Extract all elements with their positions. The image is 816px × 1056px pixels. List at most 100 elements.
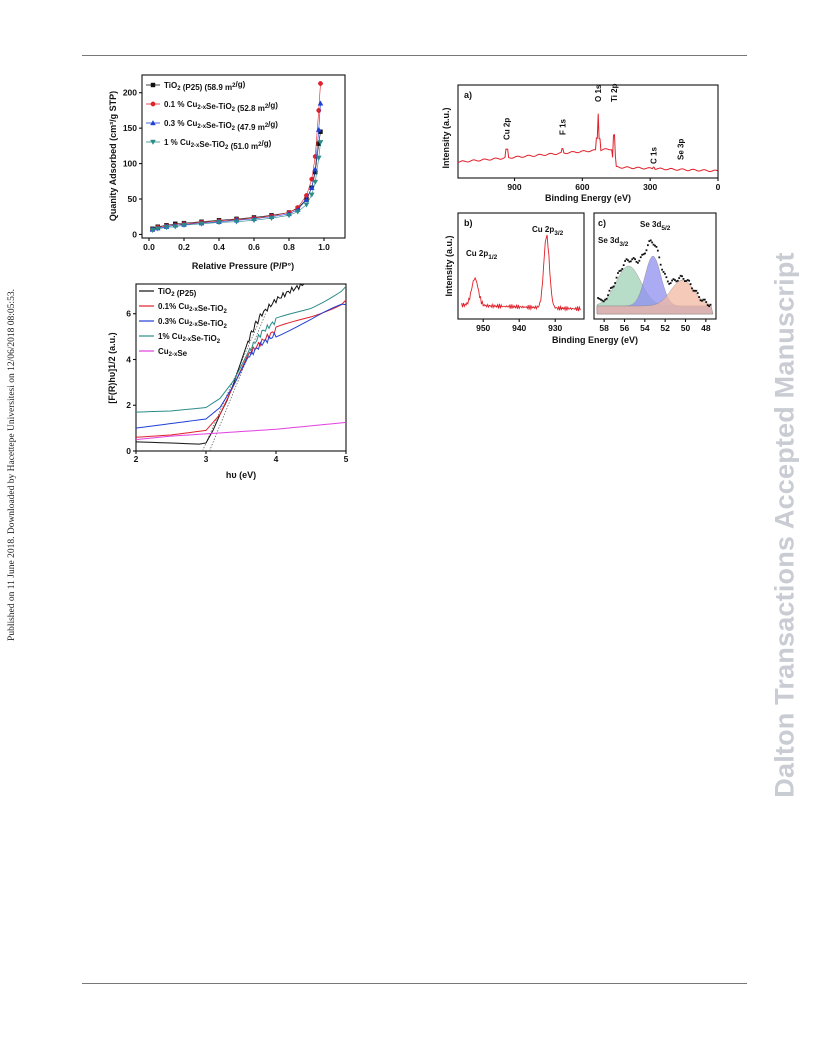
bet-data-point (163, 225, 170, 231)
xps-se3d-data-point (618, 270, 621, 272)
xps-se3d-x-tick-label: 56 (620, 323, 630, 333)
xps-se3d-data-point (671, 279, 673, 282)
xps-se3d-data-point (701, 299, 703, 302)
xps-se3d-data-point (683, 280, 686, 282)
bet-data-point (198, 221, 205, 227)
xps-se3d-data-point (661, 268, 664, 271)
xps-se3d-data-point (619, 269, 622, 272)
bet-data-point (149, 228, 156, 234)
xps-se3d-data-point (600, 298, 602, 301)
tauc-series-line (135, 303, 347, 429)
bet-data-point (308, 192, 315, 198)
bet-legend-marker (150, 101, 156, 107)
xps-survey-panel-label: a) (464, 90, 472, 100)
xps-se3d-data-point (702, 298, 705, 301)
tauc-legend-entry: Cu2-xSe (158, 347, 188, 358)
se3d32-label: Se 3d3/2 (598, 236, 629, 248)
xps-se3d-data-point (602, 300, 605, 303)
xps-survey-y-axis-label: Intensity (a.u.) (441, 107, 451, 168)
xps-se3d-x-tick-label: 58 (599, 323, 609, 333)
xps-cu2p-spectrum (461, 234, 581, 312)
bet-data-point (308, 184, 315, 190)
xps-se3d-data-point (668, 283, 671, 285)
xps-se3d-data-point (654, 244, 656, 247)
bet-legend-marker (150, 139, 156, 145)
tauc-series-line (135, 285, 347, 413)
xps-se3d-data-point (611, 286, 614, 289)
xps-se3d-frame (593, 212, 717, 320)
tauc-x-tick-label: 5 (344, 454, 349, 464)
header-rule (82, 55, 747, 56)
bet-data-point (172, 224, 179, 230)
xps-se3d-data-point (631, 258, 634, 261)
xps-se3d-data-point (693, 289, 696, 292)
se3d52-label: Se 3d5/2 (640, 220, 671, 232)
xps-se3d-data-point (637, 261, 639, 264)
xps-cu2p-x-tick-label: 940 (512, 323, 526, 333)
bet-y-axis-label: Quanity Adsorbed (cm³/g STP) (108, 91, 118, 221)
xps-se3d-data-point (635, 260, 638, 263)
bet-plot-frame (141, 74, 346, 239)
xps-se3d-data-point (675, 280, 678, 283)
xps-survey-x-tick-label: 0 (716, 182, 721, 192)
xps-se3d-data-point (641, 253, 644, 256)
xps-se3d-data-point (666, 280, 669, 283)
publication-note-text: Published on 11 June 2018. Downloaded by… (7, 289, 17, 641)
xps-se3d-panel-label: c) (598, 218, 606, 228)
bet-legend-marker (150, 82, 156, 88)
xps-se3d-data-point (699, 299, 702, 302)
cu2p12-label: Cu 2p1/2 (466, 249, 498, 261)
xps-cu2p-chart: 950 940 930 b) Intensity (a.u.) Cu 2p1/2 C… (444, 212, 585, 333)
xps-survey-peak-label: Ti 2p (610, 83, 619, 102)
xps-se3d-x-tick-label: 48 (701, 323, 711, 333)
xps-se3d-data-point (689, 283, 692, 286)
xps-se3d-data-point (706, 304, 709, 306)
xps-se3d-data-point (664, 272, 666, 275)
xps-se3d-data-point (682, 277, 685, 280)
tauc-x-axis-label: hυ (eV) (226, 470, 256, 480)
xps-se3d-data-point (634, 258, 636, 261)
xps-se3d-data-point (685, 280, 688, 282)
xps-se3d-data-point (624, 260, 627, 262)
xps-survey-x-tick-label: 600 (575, 182, 589, 192)
tauc-legend-entry: TiO2 (P25) (158, 287, 197, 298)
xps-se3d-data-point (655, 245, 658, 248)
xps-se3d-data-point (639, 256, 642, 259)
xps-se3d-data-point (656, 249, 659, 252)
xps-se3d-data-point (672, 278, 675, 281)
cu2p32-label: Cu 2p3/2 (532, 225, 564, 237)
xps-se3d-chart: 58 56 54 52 50 48 c) Se 3d3/2 Se 3d5/2 (593, 212, 717, 333)
tauc-x-tick-label: 4 (274, 454, 279, 464)
xps-se3d-data-point (605, 297, 608, 300)
xps-se3d-data-point (659, 263, 662, 266)
xps-se3d-data-point (681, 275, 683, 278)
xps-survey-x-tick-label: 900 (507, 182, 521, 192)
tauc-y-tick-label: 6 (126, 309, 131, 319)
xps-se3d-data-point (612, 285, 615, 288)
xps-survey-peak-label: O 1s (594, 84, 603, 102)
bet-data-point (317, 140, 324, 146)
tauc-legend-entry: 0.1% Cu2-xSe-TiO2 (158, 302, 227, 315)
xps-se3d-data-point (678, 277, 681, 279)
xps-se3d-data-point (601, 299, 604, 302)
bet-legend-entry: 0.3 % Cu2-xSe-TiO2 (47.9 m2/g) (164, 119, 278, 132)
tauc-x-tick-label: 3 (204, 454, 209, 464)
tauc-legend-entry: 0.3% Cu2-xSe-TiO2 (158, 317, 227, 330)
bet-legend-marker (150, 120, 156, 126)
xps-se3d-data-point (621, 268, 624, 270)
tauc-plot-frame (135, 283, 347, 452)
xps-cu2p-y-axis-label: Intensity (a.u.) (444, 235, 454, 296)
xps-se3d-data-point (642, 253, 645, 256)
bet-data-point (315, 126, 322, 132)
bet-x-tick-label: 1.0 (318, 242, 330, 252)
xps-se3d-data-point (658, 256, 661, 259)
xps-se3d-data-point (627, 259, 629, 262)
bet-x-tick-label: 0.6 (248, 242, 260, 252)
xps-survey-chart: 900 600 300 0 Cu 2p F 1s O 1s Ti 2p C 1s Se 3p a… (441, 83, 721, 203)
bet-x-tick-label: 0.2 (178, 242, 190, 252)
journal-watermark: Dalton Transactions Accepted Manuscript (765, 215, 805, 835)
bet-data-point (303, 196, 310, 202)
footer-rule (82, 983, 747, 984)
bet-y-tick-label: 100 (123, 159, 137, 169)
bet-y-tick-label: 0 (132, 229, 137, 239)
